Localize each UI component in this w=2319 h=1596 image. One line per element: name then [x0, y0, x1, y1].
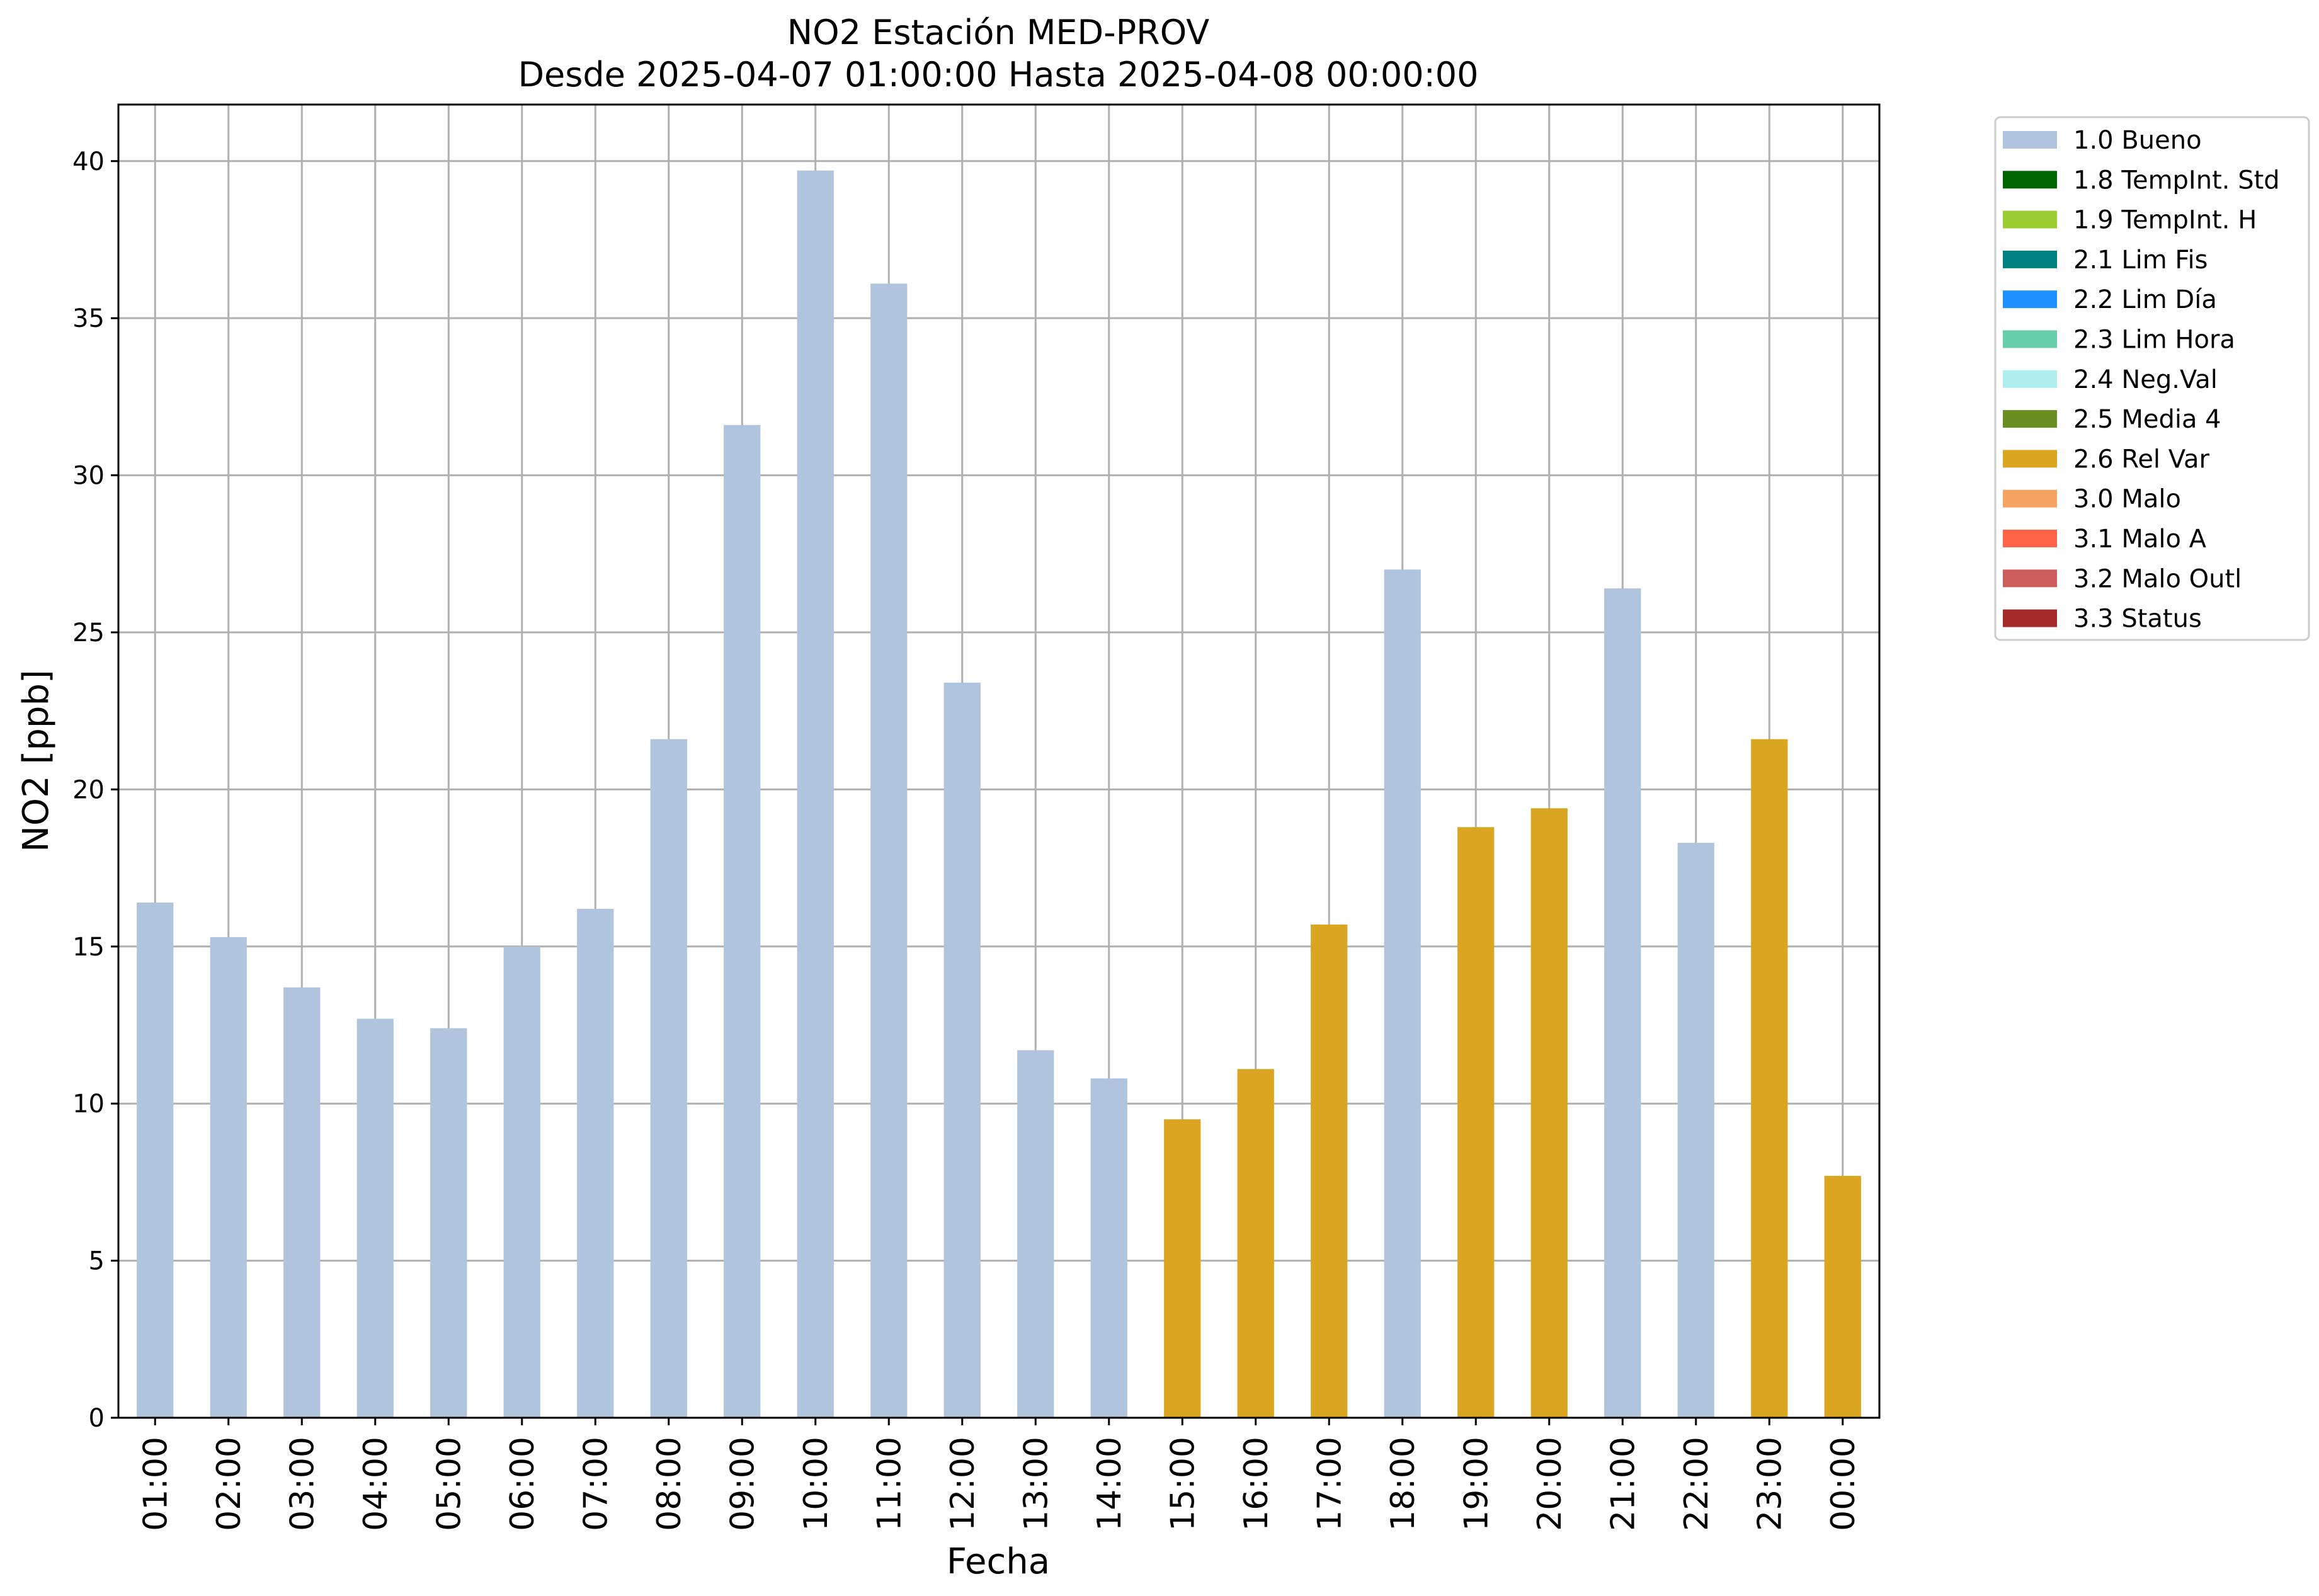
y-tick-label: 25	[72, 618, 105, 647]
bar-0800	[650, 739, 687, 1418]
legend-swatch	[2003, 210, 2057, 229]
bar-0700	[577, 908, 614, 1418]
legend-swatch	[2003, 489, 2057, 508]
legend-entry: 2.4 Neg.Val	[2073, 365, 2218, 394]
legend-swatch	[2003, 370, 2057, 388]
legend-entry: 3.2 Malo Outl	[2073, 564, 2242, 593]
legend-swatch	[2003, 569, 2057, 588]
x-tick-label: 14:00	[1091, 1437, 1129, 1531]
legend-swatch	[2003, 131, 2057, 149]
chart-title: NO2 Estación MED-PROV	[787, 13, 1209, 52]
bar-2300	[1751, 739, 1788, 1418]
legend-swatch	[2003, 290, 2057, 309]
y-tick-label: 40	[72, 147, 105, 176]
x-tick-label: 02:00	[210, 1437, 248, 1531]
legend-entry: 3.3 Status	[2073, 605, 2202, 634]
bar-0000	[1824, 1175, 1861, 1418]
x-tick-label: 18:00	[1384, 1437, 1422, 1531]
bar-2100	[1604, 588, 1641, 1418]
x-tick-label: 22:00	[1678, 1437, 1716, 1531]
bar-1200	[943, 682, 981, 1418]
x-axis-label: Fecha	[947, 1541, 1050, 1582]
bar-1800	[1384, 569, 1421, 1418]
y-tick-label: 20	[72, 775, 105, 804]
y-tick-label: 10	[72, 1090, 105, 1119]
legend-box	[1994, 116, 2310, 641]
legend-swatch	[2003, 171, 2057, 189]
bar-1700	[1311, 924, 1348, 1418]
bar-1900	[1457, 827, 1495, 1418]
legend-swatch	[2003, 450, 2057, 468]
bar-1500	[1164, 1119, 1201, 1418]
bar-0100	[137, 902, 174, 1418]
x-tick-label: 16:00	[1238, 1437, 1275, 1531]
x-tick-label: 19:00	[1457, 1437, 1495, 1531]
legend-entry: 2.2 Lim Día	[2073, 285, 2217, 314]
y-tick-label: 15	[72, 933, 105, 962]
x-tick-label: 00:00	[1825, 1437, 1862, 1531]
x-tick-label: 07:00	[577, 1437, 615, 1531]
x-tick-label: 06:00	[504, 1437, 542, 1531]
legend-swatch	[2003, 330, 2057, 348]
bar-0300	[283, 987, 321, 1418]
x-tick-label: 10:00	[797, 1437, 835, 1531]
x-axis-ticks: 01:00 02:00 03:00 04:00 05:00 06:00 07:00 08:00…	[137, 1418, 1862, 1531]
bar-1300	[1017, 1050, 1054, 1418]
x-tick-label: 17:00	[1311, 1437, 1348, 1531]
x-tick-label: 20:00	[1531, 1437, 1569, 1531]
bar-0600	[503, 946, 540, 1418]
bar-0900	[724, 425, 761, 1418]
x-tick-label: 15:00	[1164, 1437, 1202, 1531]
x-tick-label: 23:00	[1751, 1437, 1789, 1531]
bar-0200	[210, 937, 247, 1418]
bar-1000	[797, 170, 834, 1418]
y-tick-label: 5	[89, 1247, 105, 1276]
legend: 1.0 Bueno 1.8 TempInt. Std 1.9 TempInt. H 2…	[1994, 116, 2310, 641]
bar-0400	[356, 1018, 394, 1418]
y-axis-ticks: 0 5 10 15 20 25 30 35 40	[72, 147, 118, 1433]
legend-entry: 1.0 Bueno	[2073, 126, 2202, 155]
x-tick-label: 13:00	[1017, 1437, 1055, 1531]
x-tick-label: 04:00	[357, 1437, 395, 1531]
legend-entry: 3.1 Malo A	[2073, 525, 2207, 554]
bar-2200	[1677, 843, 1714, 1418]
legend-entry: 3.0 Malo	[2073, 485, 2181, 514]
legend-entry: 2.1 Lim Fis	[2073, 246, 2208, 275]
bar-1400	[1090, 1078, 1127, 1418]
legend-swatch	[2003, 530, 2057, 547]
legend-entry: 2.3 Lim Hora	[2073, 326, 2235, 355]
bar-0500	[430, 1028, 467, 1418]
x-tick-label: 21:00	[1604, 1437, 1642, 1531]
bar-1100	[870, 283, 908, 1418]
x-tick-label: 08:00	[651, 1437, 688, 1531]
legend-entry: 2.5 Media 4	[2073, 405, 2221, 434]
legend-swatch	[2003, 609, 2057, 627]
x-tick-label: 11:00	[870, 1437, 908, 1531]
plot-frame	[117, 103, 1881, 1419]
legend-swatch	[2003, 250, 2057, 268]
x-tick-label: 03:00	[283, 1437, 321, 1531]
x-tick-label: 05:00	[430, 1437, 468, 1531]
chart-subtitle: Desde 2025-04-07 01:00:00 Hasta 2025-04-…	[518, 55, 1478, 94]
legend-swatch	[2003, 410, 2057, 428]
y-axis-label: NO2 [ppb]	[16, 670, 57, 852]
legend-entry: 1.9 TempInt. H	[2073, 206, 2257, 235]
y-tick-label: 30	[72, 462, 105, 491]
y-tick-label: 35	[72, 304, 105, 333]
x-tick-label: 12:00	[944, 1437, 982, 1531]
bar-1600	[1237, 1069, 1274, 1418]
bars	[137, 170, 1861, 1418]
legend-entry: 2.6 Rel Var	[2073, 445, 2210, 474]
y-tick-label: 0	[89, 1404, 105, 1433]
legend-entry: 1.8 TempInt. Std	[2073, 166, 2280, 195]
x-tick-label: 09:00	[724, 1437, 761, 1531]
bar-2000	[1530, 808, 1568, 1418]
x-tick-label: 01:00	[137, 1437, 174, 1531]
